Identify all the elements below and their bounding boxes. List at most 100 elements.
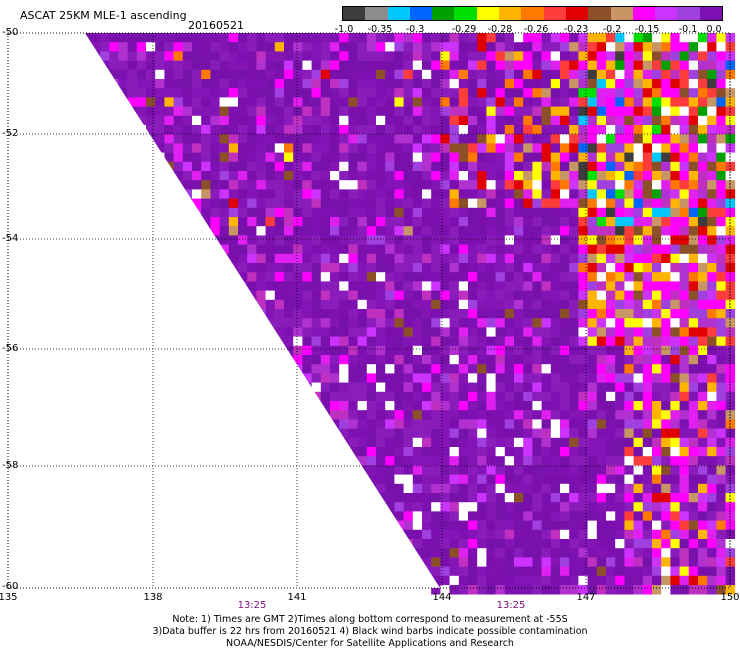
swath-cell xyxy=(431,511,441,521)
swath-cell xyxy=(366,226,377,236)
swath-cell xyxy=(679,511,690,521)
swath-cell xyxy=(284,79,294,89)
swath-cell xyxy=(569,575,579,586)
swath-cell xyxy=(504,97,515,107)
swath-cell xyxy=(578,336,588,347)
swath-cell xyxy=(486,401,496,411)
swath-cell xyxy=(385,391,395,402)
swath-cell xyxy=(228,143,239,153)
swath-cell xyxy=(468,364,478,374)
swath-cell xyxy=(449,290,460,301)
swath-cell xyxy=(596,539,607,549)
swath-cell xyxy=(449,474,460,485)
swath-cell xyxy=(311,318,322,328)
swath-cell xyxy=(495,152,506,163)
swath-cell xyxy=(652,143,662,153)
swath-cell xyxy=(707,382,717,393)
swath-cell xyxy=(532,226,542,236)
swath-cell xyxy=(578,198,588,209)
swath-cell xyxy=(596,382,607,393)
swath-cell xyxy=(624,483,634,494)
swath-cell xyxy=(403,364,414,374)
swath-cell xyxy=(495,226,506,236)
swath-cell xyxy=(532,428,542,439)
swath-cell xyxy=(606,493,616,503)
swath-cell xyxy=(688,171,699,181)
swath-cell xyxy=(578,511,588,521)
swath-cell xyxy=(615,263,625,273)
swath-cell xyxy=(219,69,230,80)
swath-cell xyxy=(725,355,736,365)
swath-cell xyxy=(302,373,312,383)
swath-cell xyxy=(293,180,303,190)
swath-cell xyxy=(716,410,726,420)
swath-cell xyxy=(339,428,349,439)
swath-cell xyxy=(477,42,487,52)
swath-cell xyxy=(458,60,469,71)
swath-cell xyxy=(357,79,368,89)
swath-cell xyxy=(615,575,625,586)
swath-cell xyxy=(320,88,331,98)
swath-cell xyxy=(707,548,717,558)
swath-cell xyxy=(615,60,625,71)
swath-cell xyxy=(210,97,220,107)
swath-cell xyxy=(670,566,680,577)
swath-cell xyxy=(431,272,441,282)
swath-cell xyxy=(376,42,386,52)
swath-cell xyxy=(652,391,662,402)
swath-cell xyxy=(679,437,690,448)
swath-cell xyxy=(716,437,726,448)
swath-cell xyxy=(560,69,570,80)
swath-cell xyxy=(247,69,257,80)
swath-cell xyxy=(670,244,680,255)
swath-cell xyxy=(385,152,395,163)
swath-cell xyxy=(468,327,478,337)
swath-cell xyxy=(514,465,524,475)
swath-cell xyxy=(550,69,561,80)
swath-cell xyxy=(688,447,699,457)
swath-cell xyxy=(284,180,294,190)
swath-cell xyxy=(155,143,165,153)
swath-cell xyxy=(302,336,312,347)
swath-cell xyxy=(302,134,312,144)
swath-cell xyxy=(504,161,515,172)
swath-cell xyxy=(477,410,487,420)
swath-cell xyxy=(477,281,487,291)
swath-cell xyxy=(532,171,542,181)
swath-cell xyxy=(679,33,690,43)
swath-cell xyxy=(624,171,634,181)
swath-cell xyxy=(412,364,423,374)
swath-cell xyxy=(514,575,524,586)
swath-cell xyxy=(330,336,340,347)
swath-cell xyxy=(495,134,506,144)
swath-cell xyxy=(256,69,266,80)
swath-cell xyxy=(403,42,414,52)
swath-cell xyxy=(550,272,561,282)
swath-cell xyxy=(670,539,680,549)
swath-cell xyxy=(688,152,699,163)
swath-cell xyxy=(532,152,542,163)
swath-cell xyxy=(504,42,515,52)
swath-cell xyxy=(514,244,524,255)
swath-cell xyxy=(698,281,708,291)
swath-cell xyxy=(661,437,671,448)
swath-cell xyxy=(265,235,276,245)
swath-cell xyxy=(606,152,616,163)
swath-cell xyxy=(532,33,542,43)
swath-cell xyxy=(265,217,276,227)
swath-cell xyxy=(606,253,616,264)
swath-cell xyxy=(504,217,515,227)
swath-cell xyxy=(330,364,340,374)
swath-cell xyxy=(560,198,570,209)
swath-cell xyxy=(670,355,680,365)
swath-cell xyxy=(707,456,717,466)
swath-cell xyxy=(679,143,690,153)
swath-cell xyxy=(412,299,423,310)
swath-cell xyxy=(219,115,230,126)
swath-cell xyxy=(330,88,340,98)
swath-cell xyxy=(412,180,423,190)
swath-cell xyxy=(541,345,552,356)
swath-cell xyxy=(615,79,625,89)
swath-cell xyxy=(596,437,607,448)
swath-cell xyxy=(348,198,358,209)
